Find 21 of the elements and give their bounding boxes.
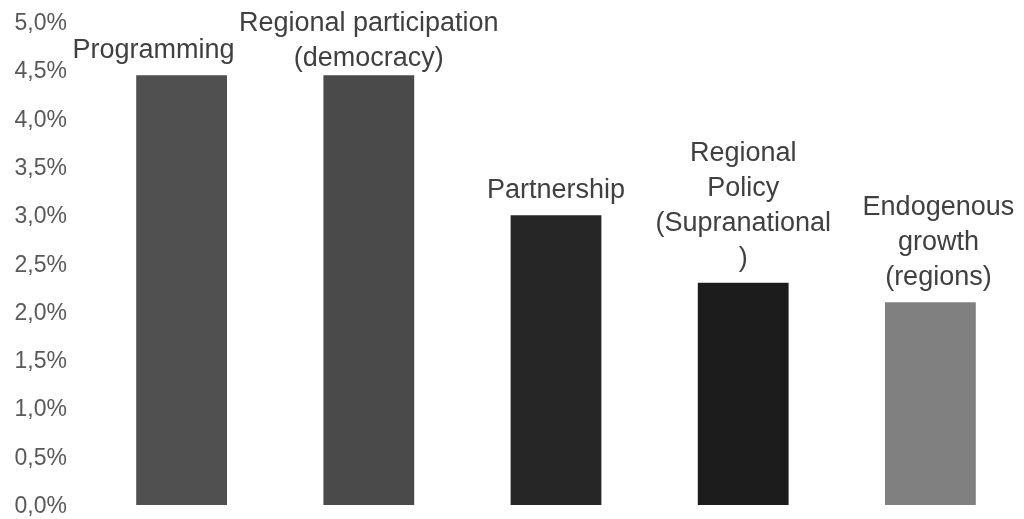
y-tick-label: 4,5% (14, 57, 67, 84)
bar (136, 75, 227, 505)
x-tick-label: Programming (72, 34, 235, 65)
y-tick-label: 0,0% (14, 492, 67, 519)
bar (510, 215, 602, 505)
x-tick-label: Endogenous growth (regions) (862, 190, 1015, 292)
y-tick-label: 3,5% (14, 153, 67, 180)
y-tick-label: 1,5% (14, 347, 67, 374)
y-tick-label: 3,0% (14, 202, 67, 229)
x-tick-label: Regional Policy (Supranational) (655, 136, 832, 272)
bar (885, 302, 976, 505)
y-tick-label: 2,5% (14, 250, 67, 277)
bar (697, 282, 789, 505)
y-tick-label: 0,5% (14, 443, 67, 470)
x-tick-label: Partnership (486, 174, 626, 205)
y-tick-label: 1,0% (14, 395, 67, 422)
y-tick-label: 5,0% (14, 9, 67, 36)
bar (323, 75, 415, 505)
y-tick-label: 2,0% (14, 298, 67, 325)
x-tick-label: Regional participation (democracy) (238, 7, 499, 73)
y-tick-label: 4,0% (14, 105, 67, 132)
